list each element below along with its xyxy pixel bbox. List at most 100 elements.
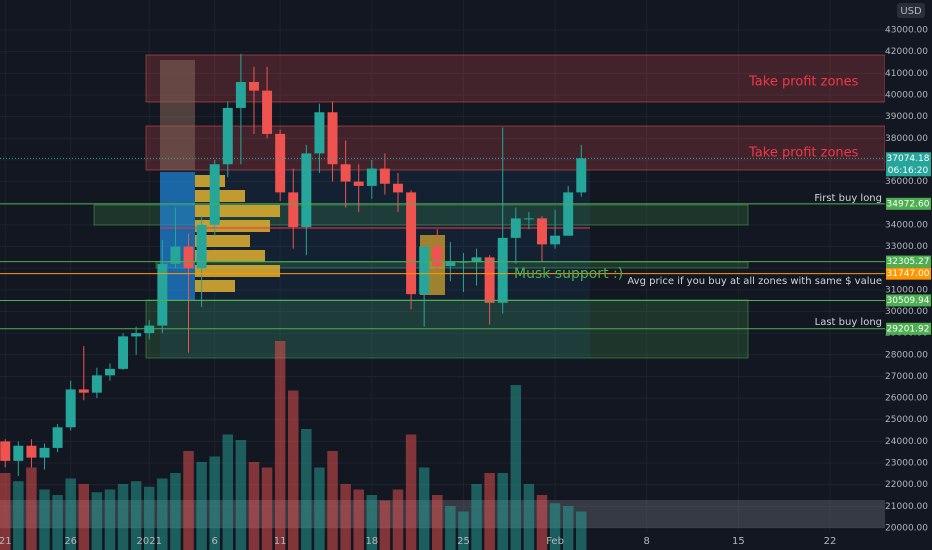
candle-body — [432, 246, 443, 267]
candle-body — [563, 192, 574, 236]
y-tick-label: 22000.00 — [885, 480, 928, 490]
volume-bar — [562, 506, 574, 550]
volume-bar — [536, 495, 548, 550]
level-note: Avg price if you buy at all zones with s… — [627, 276, 882, 287]
volume-bar — [261, 467, 273, 550]
level-tag — [886, 294, 931, 307]
level-note: Musk support :) — [514, 266, 623, 282]
candle-body — [288, 192, 299, 228]
x-tick-label: 21 — [0, 536, 12, 547]
volume-bar — [235, 440, 247, 550]
candle-body — [13, 445, 24, 461]
candle-body — [157, 263, 168, 326]
volume-bar — [418, 467, 430, 550]
volume-bar — [39, 489, 50, 550]
candle-body — [484, 257, 495, 303]
volume-bar — [248, 462, 260, 550]
candle-body — [379, 168, 390, 184]
candle-body — [170, 246, 181, 264]
volume-bar — [366, 495, 378, 550]
volume-bar — [301, 429, 312, 550]
volume-bar — [170, 473, 181, 550]
volume-bar — [576, 511, 587, 550]
candle-body — [91, 375, 102, 393]
last-price-label: 37074.18 — [887, 154, 930, 164]
candle-body — [458, 261, 469, 263]
y-tick-label: 40000.00 — [885, 90, 928, 100]
volume-bar — [117, 484, 129, 550]
candle-body — [550, 235, 561, 245]
axis: 20000.00 21000.00 22000.00 23000.00 24000.00… — [0, 26, 931, 547]
candle-body — [131, 333, 142, 337]
level-tag — [886, 322, 931, 335]
y-tick-label: 41000.00 — [885, 69, 928, 79]
x-tick-label: 11 — [274, 536, 287, 547]
y-tick-label: 23000.00 — [885, 459, 928, 469]
candle-body — [340, 164, 351, 182]
volume-bar — [405, 434, 417, 550]
volume-bar — [484, 473, 495, 550]
candle-body — [196, 224, 207, 269]
volume-bar — [327, 451, 338, 550]
level-tag — [886, 267, 931, 280]
volume-bar — [274, 341, 286, 550]
volume-bar — [104, 489, 116, 550]
candle-body — [249, 81, 259, 91]
candle-body — [366, 168, 377, 186]
candle-body — [39, 447, 50, 458]
level-tag — [886, 255, 931, 268]
candle-body — [327, 112, 338, 165]
candle-body — [393, 183, 403, 193]
volume-bar — [458, 511, 469, 550]
volume-bar — [549, 503, 561, 550]
candle-body — [222, 107, 233, 165]
x-tick-label: 6 — [212, 536, 218, 547]
candle-body — [118, 336, 129, 369]
level-note: First buy long — [814, 193, 882, 204]
volume-bar — [26, 467, 37, 550]
level-label: 32305.27 — [887, 257, 930, 267]
y-tick-label: 21000.00 — [885, 502, 928, 512]
candle-body — [52, 427, 63, 448]
level-tag — [886, 197, 931, 210]
candle-body — [183, 246, 194, 269]
volume-bar — [392, 489, 404, 550]
volume-bar — [144, 486, 155, 550]
candle-body — [209, 164, 220, 225]
candle-body — [523, 218, 534, 220]
volume-bar — [52, 495, 63, 550]
volume-bar — [497, 473, 508, 550]
volume-bar — [196, 462, 207, 550]
y-tick-label: 26000.00 — [885, 394, 928, 404]
y-tick-label: 31000.00 — [885, 285, 928, 295]
volume-bar — [510, 385, 522, 550]
y-tick-label: 43000.00 — [885, 26, 928, 36]
currency: USD — [900, 6, 922, 17]
candle-body — [104, 368, 115, 376]
candle-body — [406, 192, 417, 295]
volume-bar — [288, 390, 299, 550]
volume-bar — [222, 434, 234, 550]
last-price-tag — [886, 152, 931, 177]
y-tick-label: 30000.00 — [885, 307, 928, 317]
candle-body — [78, 389, 89, 393]
candle-body — [262, 90, 273, 134]
level-note: Last buy long — [815, 317, 882, 328]
y-tick-label: 25000.00 — [885, 415, 928, 425]
y-tick-label: 36000.00 — [885, 177, 928, 187]
currency-badge[interactable] — [897, 3, 925, 18]
y-tick-label: 27000.00 — [885, 372, 928, 382]
volume-bar — [130, 481, 142, 550]
candles — [0, 53, 587, 477]
volume-bar — [314, 467, 325, 550]
volume-bar — [91, 492, 103, 550]
candle-body — [0, 441, 11, 461]
x-tick-label: 25 — [457, 536, 470, 547]
level-label: 29201.92 — [887, 324, 930, 334]
candle-body — [301, 153, 312, 228]
y-tick-label: 38000.00 — [885, 134, 928, 144]
candle-body — [419, 246, 430, 295]
candle-body — [537, 218, 547, 245]
